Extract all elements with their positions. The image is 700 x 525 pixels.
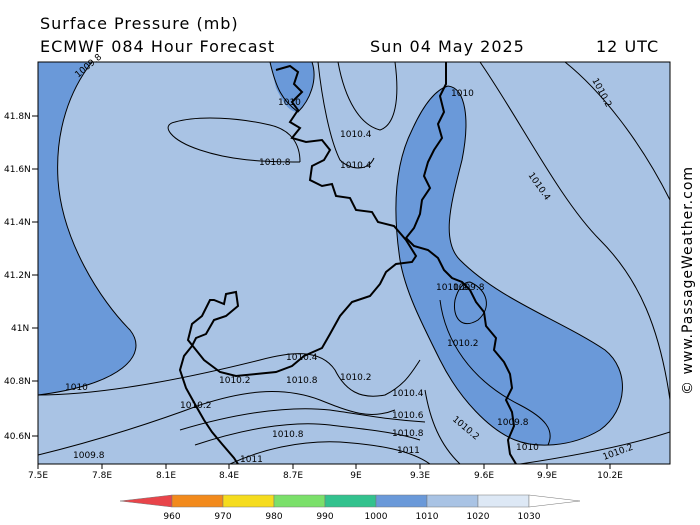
lon-tick-label: 8.7E bbox=[283, 471, 303, 481]
plot-frame bbox=[37, 61, 671, 465]
isobar-label: 1010.8 bbox=[272, 430, 304, 440]
isobar-label: 1010 bbox=[451, 89, 474, 99]
isobar-label: 1010.2 bbox=[219, 376, 251, 386]
isobar-line bbox=[167, 117, 301, 163]
isobar-label: 1009.8 bbox=[497, 418, 529, 428]
isobar-label: 1010.2 bbox=[180, 401, 212, 411]
isobar-line bbox=[337, 62, 398, 131]
colorbar-bin bbox=[324, 494, 377, 508]
colorbar-label: 960 bbox=[163, 512, 180, 522]
isobar-label: 1010.2 bbox=[340, 373, 372, 383]
isobar-label: 1010.8 bbox=[392, 429, 424, 439]
isobar-line bbox=[395, 85, 623, 446]
colorbar-label: 970 bbox=[214, 512, 231, 522]
colorbar-right-cap bbox=[528, 494, 581, 508]
isobar-line bbox=[229, 441, 431, 464]
coastline-sardinia-corsica bbox=[178, 64, 418, 464]
isobar-label: 1010.4 bbox=[340, 161, 372, 171]
isobar-line bbox=[424, 389, 461, 464]
coastline bbox=[178, 62, 517, 464]
colorbar-bin bbox=[273, 494, 326, 508]
isobar-label: 1010.2 bbox=[447, 339, 479, 349]
colorbar-bin bbox=[171, 494, 224, 508]
colorbar-bin bbox=[477, 494, 530, 508]
colorbar: 960 970 980 990 1000 1010 1020 1030 bbox=[119, 494, 581, 522]
isobar-line bbox=[179, 408, 426, 431]
colorbar-bin bbox=[222, 494, 275, 508]
lon-tick-label: 8.1E bbox=[156, 471, 176, 481]
isobar-label: 1010.2 bbox=[436, 283, 468, 293]
colorbar-left-cap bbox=[119, 494, 173, 508]
isobar-label: 1010.6 bbox=[392, 411, 424, 421]
lat-tick-label: 41.4N bbox=[4, 218, 31, 228]
colorbar-label: 980 bbox=[265, 512, 282, 522]
colorbar-label: 1000 bbox=[365, 512, 388, 522]
pressure-fill-low-east bbox=[395, 86, 623, 446]
isobar-line bbox=[317, 62, 375, 169]
longitude-axis: 7.5E 7.8E 8.1E 8.4E 8.7E 9E 9.3E 9.6E 9.… bbox=[28, 464, 623, 481]
isobar-label: 1010.8 bbox=[259, 158, 291, 168]
lon-tick-label: 9.6E bbox=[474, 471, 494, 481]
pressure-fill-low-north bbox=[270, 62, 315, 112]
colorbar-bin bbox=[375, 494, 428, 508]
lat-tick-label: 40.6N bbox=[4, 432, 31, 442]
lon-tick-label: 7.5E bbox=[28, 471, 48, 481]
isobar-label: 1010.8 bbox=[286, 376, 318, 386]
latitude-axis: 41.8N 41.6N 41.4N 41.2N 41N 40.8N 40.6N bbox=[4, 112, 38, 442]
site-credit: © www.PassageWeather.com bbox=[680, 165, 696, 395]
isobar-line bbox=[38, 353, 421, 397]
isobar-label: 1010.4 bbox=[286, 353, 318, 363]
isobar-line bbox=[519, 431, 670, 464]
isobar-line bbox=[453, 281, 487, 325]
isobar-line bbox=[479, 62, 670, 401]
forecast-time: 12 UTC bbox=[596, 37, 660, 56]
lon-tick-label: 8.4E bbox=[219, 471, 239, 481]
isobar-label: 1010.4 bbox=[340, 130, 372, 140]
isobar-label: 1010 bbox=[516, 443, 539, 453]
colorbar-label: 1020 bbox=[467, 512, 490, 522]
map-plot-area bbox=[38, 62, 670, 464]
lat-tick-label: 40.8N bbox=[4, 377, 31, 387]
pressure-fill-low-west bbox=[38, 62, 136, 395]
forecast-date: Sun 04 May 2025 bbox=[370, 37, 525, 56]
isobar-line bbox=[38, 62, 137, 396]
isobar-line bbox=[269, 62, 315, 113]
colorbar-label: 1010 bbox=[416, 512, 439, 522]
isobar-label: 1011 bbox=[240, 455, 263, 465]
lon-tick-label: 9E bbox=[350, 471, 362, 481]
colorbar-label: 1030 bbox=[518, 512, 541, 522]
map-title: Surface Pressure (mb) bbox=[40, 14, 239, 33]
lat-tick-label: 41N bbox=[11, 324, 29, 334]
isobar-line bbox=[439, 299, 551, 446]
isobar-label: 1010 bbox=[278, 98, 301, 108]
isobar-lines bbox=[38, 62, 670, 464]
coastline-east bbox=[404, 62, 517, 464]
isobar-line bbox=[564, 62, 670, 201]
colorbar-label: 990 bbox=[316, 512, 333, 522]
isobar-label: 1009.8 bbox=[73, 451, 105, 461]
isobar-label: 1010 bbox=[65, 383, 88, 393]
lon-tick-label: 7.8E bbox=[92, 471, 112, 481]
lon-tick-label: 9.3E bbox=[410, 471, 430, 481]
lat-tick-label: 41.8N bbox=[4, 112, 31, 122]
isobar-line bbox=[38, 391, 396, 456]
isobar-label: 1009.8 bbox=[453, 283, 485, 293]
lon-tick-label: 9.9E bbox=[537, 471, 557, 481]
isobar-label: 1010.4 bbox=[392, 389, 424, 399]
isobar-line bbox=[194, 423, 421, 446]
colorbar-bin bbox=[426, 494, 479, 508]
lat-tick-label: 41.6N bbox=[4, 165, 31, 175]
lat-tick-label: 41.2N bbox=[4, 271, 31, 281]
model-run: ECMWF 084 Hour Forecast bbox=[40, 37, 276, 56]
lon-tick-label: 10.2E bbox=[597, 471, 623, 481]
isobar-label: 1011 bbox=[397, 446, 420, 456]
